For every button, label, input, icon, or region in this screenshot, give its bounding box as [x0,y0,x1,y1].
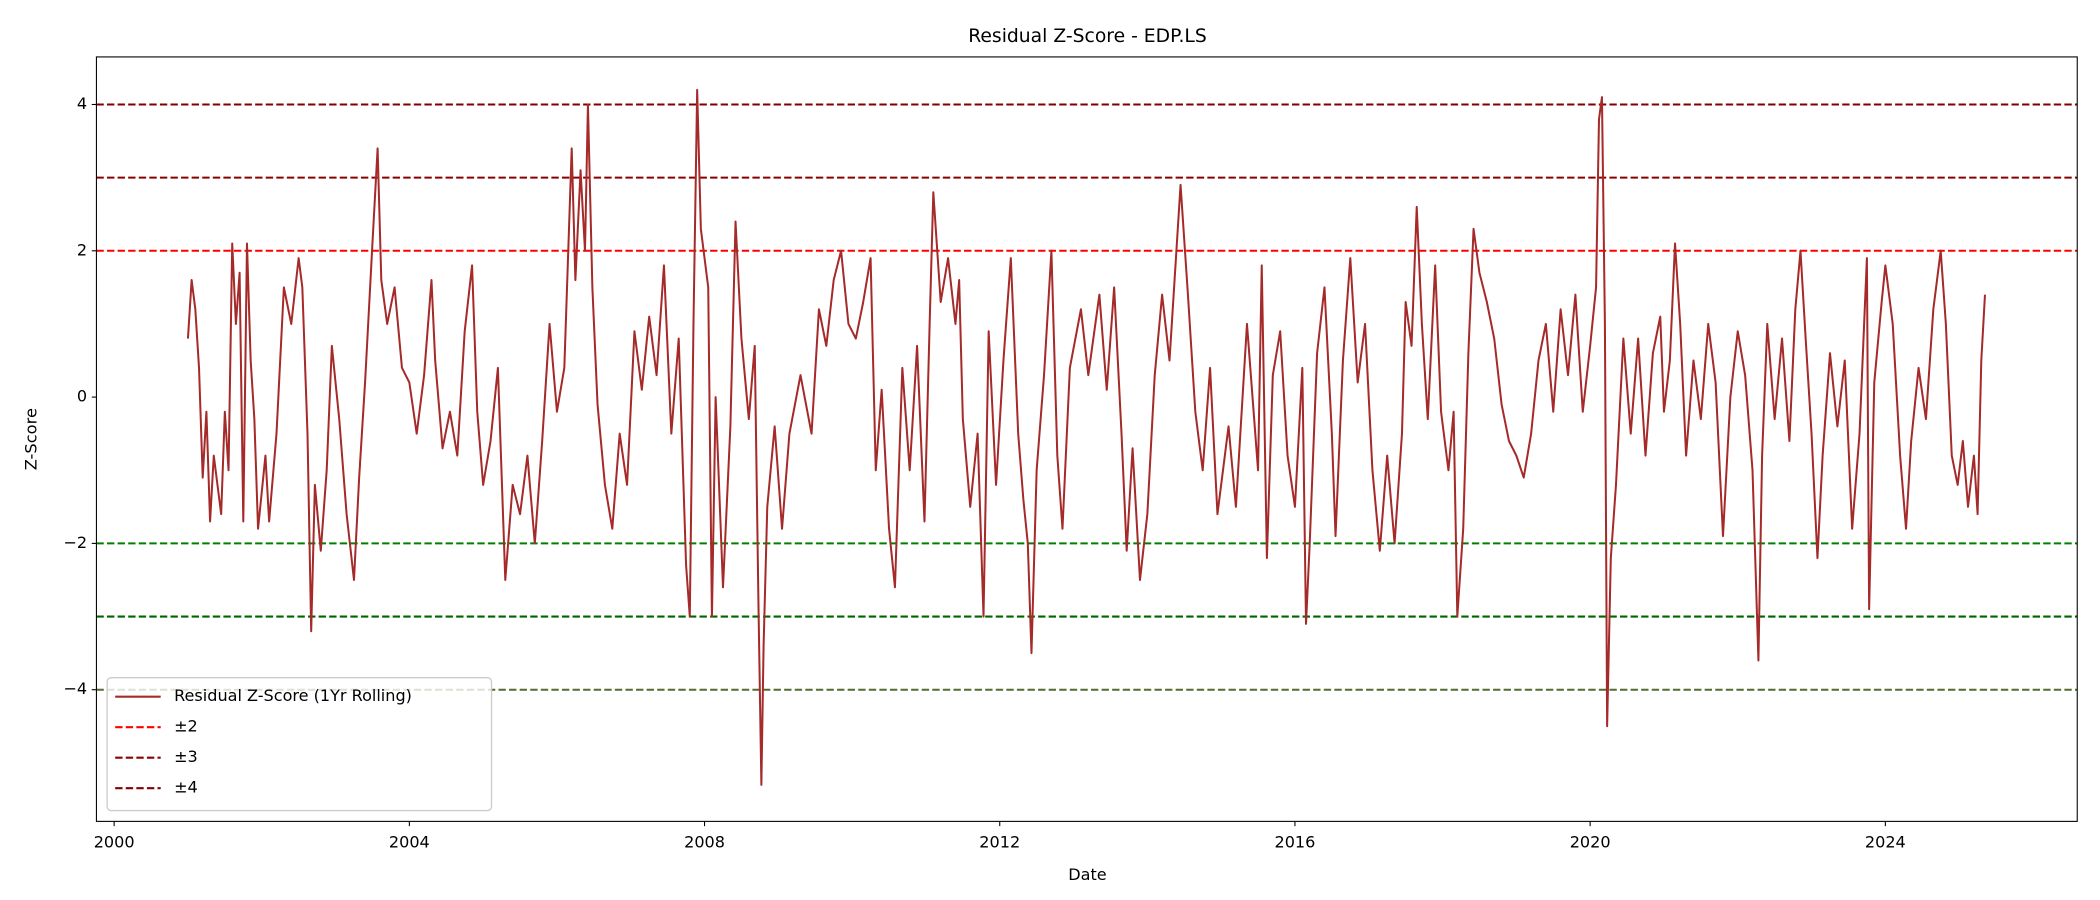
x-tick-label: 2004 [389,833,430,852]
y-tick-label: −2 [63,533,87,552]
data-line [186,88,1986,786]
plot-frame [95,56,2078,822]
legend-label: Residual Z-Score (1Yr Rolling) [174,686,412,705]
legend-label: ±4 [174,778,198,797]
y-tick-label: 0 [77,387,87,406]
chart-title: Residual Z-Score - EDP.LS [968,25,1207,47]
x-tick-label: 2016 [1275,833,1316,852]
x-tick-label: 2012 [979,833,1020,852]
legend-label: ±2 [174,717,198,736]
x-axis-label: Date [1068,865,1106,884]
x-tick-label: 2008 [684,833,725,852]
x-tick-label: 2020 [1570,833,1611,852]
legend-box [106,677,493,812]
x-tick-label: 2000 [94,833,135,852]
y-tick-label: 2 [77,240,87,259]
y-axis-label: Z-Score [22,408,41,470]
y-tick-label: −4 [63,679,87,698]
y-tick-label: 4 [77,94,87,113]
x-tick-label: 2024 [1865,833,1906,852]
legend-label: ±3 [174,747,198,766]
